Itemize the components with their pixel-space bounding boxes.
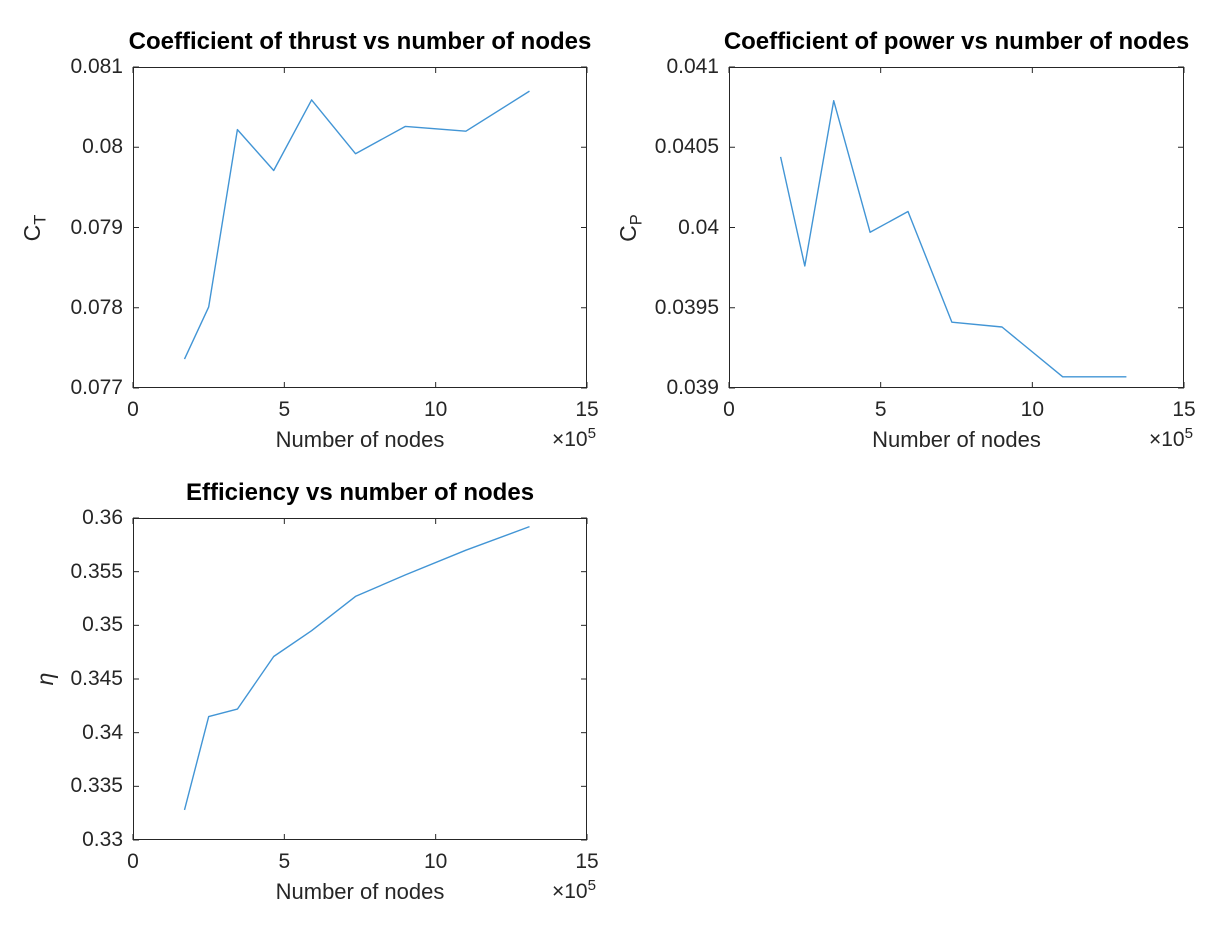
x-tick-label: 0 xyxy=(127,850,139,873)
data-line xyxy=(779,100,1127,378)
y-tick-label: 0.0405 xyxy=(654,135,719,159)
chart-power-coefficient: Coefficient of power vs number of nodes … xyxy=(615,28,1196,452)
y-tick-label: 0.079 xyxy=(70,215,123,239)
y-tick-label: 0.04 xyxy=(678,215,719,239)
axis-tick-marks xyxy=(132,66,588,389)
chart-title: Efficiency vs number of nodes xyxy=(185,479,535,506)
chart-title: Coefficient of power vs number of nodes xyxy=(723,28,1190,55)
x-tick-label: 5 xyxy=(278,398,291,421)
y-tick-label: 0.0395 xyxy=(654,295,719,319)
x-tick-label: 10 xyxy=(423,850,448,873)
y-axis-label: CT xyxy=(18,214,50,241)
chart-thrust-coefficient: Coefficient of thrust vs number of nodes… xyxy=(19,28,599,452)
y-tick-label: 0.041 xyxy=(666,54,719,78)
y-tick-label: 0.077 xyxy=(70,375,123,399)
x-axis-exponent: ×105 xyxy=(551,425,596,451)
x-axis-exponent: ×105 xyxy=(1148,425,1193,451)
efficiency-line-series xyxy=(132,517,588,841)
x-axis-label: Number of nodes xyxy=(275,879,445,904)
y-tick-label: 0.36 xyxy=(82,505,123,529)
x-tick-label: 5 xyxy=(874,398,887,421)
x-tick-label: 5 xyxy=(278,850,291,873)
y-tick-label: 0.355 xyxy=(70,559,123,583)
y-tick-label: 0.078 xyxy=(70,295,123,319)
x-tick-label: 15 xyxy=(575,850,599,873)
thrust-line-series xyxy=(132,66,588,389)
x-tick-label: 10 xyxy=(423,398,448,421)
y-axis-label: η xyxy=(31,672,58,686)
y-tick-label: 0.33 xyxy=(82,827,123,851)
data-line xyxy=(183,90,530,360)
y-axis-label: CP xyxy=(614,213,646,242)
x-tick-label: 15 xyxy=(575,398,599,421)
x-tick-label: 10 xyxy=(1020,398,1045,421)
x-axis-label: Number of nodes xyxy=(275,427,445,452)
axis-tick-marks xyxy=(132,517,588,841)
x-axis-label: Number of nodes xyxy=(872,427,1041,452)
x-axis-exponent: ×105 xyxy=(551,877,596,903)
x-tick-label: 0 xyxy=(723,398,735,421)
x-tick-label: 15 xyxy=(1172,398,1196,421)
y-tick-label: 0.35 xyxy=(82,613,123,637)
plot-area xyxy=(729,67,1184,388)
data-line xyxy=(183,525,530,811)
y-tick-label: 0.345 xyxy=(70,666,123,690)
chart-efficiency: Efficiency vs number of nodes η Number o… xyxy=(32,479,599,904)
y-tick-label: 0.039 xyxy=(666,375,719,399)
plot-area xyxy=(133,518,587,840)
axis-tick-marks xyxy=(728,66,1185,389)
x-tick-label: 0 xyxy=(127,398,139,421)
y-tick-label: 0.081 xyxy=(70,54,123,78)
power-line-series xyxy=(728,66,1185,389)
y-tick-label: 0.34 xyxy=(82,720,123,744)
y-tick-label: 0.08 xyxy=(82,135,123,159)
y-tick-label: 0.335 xyxy=(70,774,123,798)
plot-area xyxy=(133,67,587,388)
chart-title: Coefficient of thrust vs number of nodes xyxy=(128,28,592,55)
